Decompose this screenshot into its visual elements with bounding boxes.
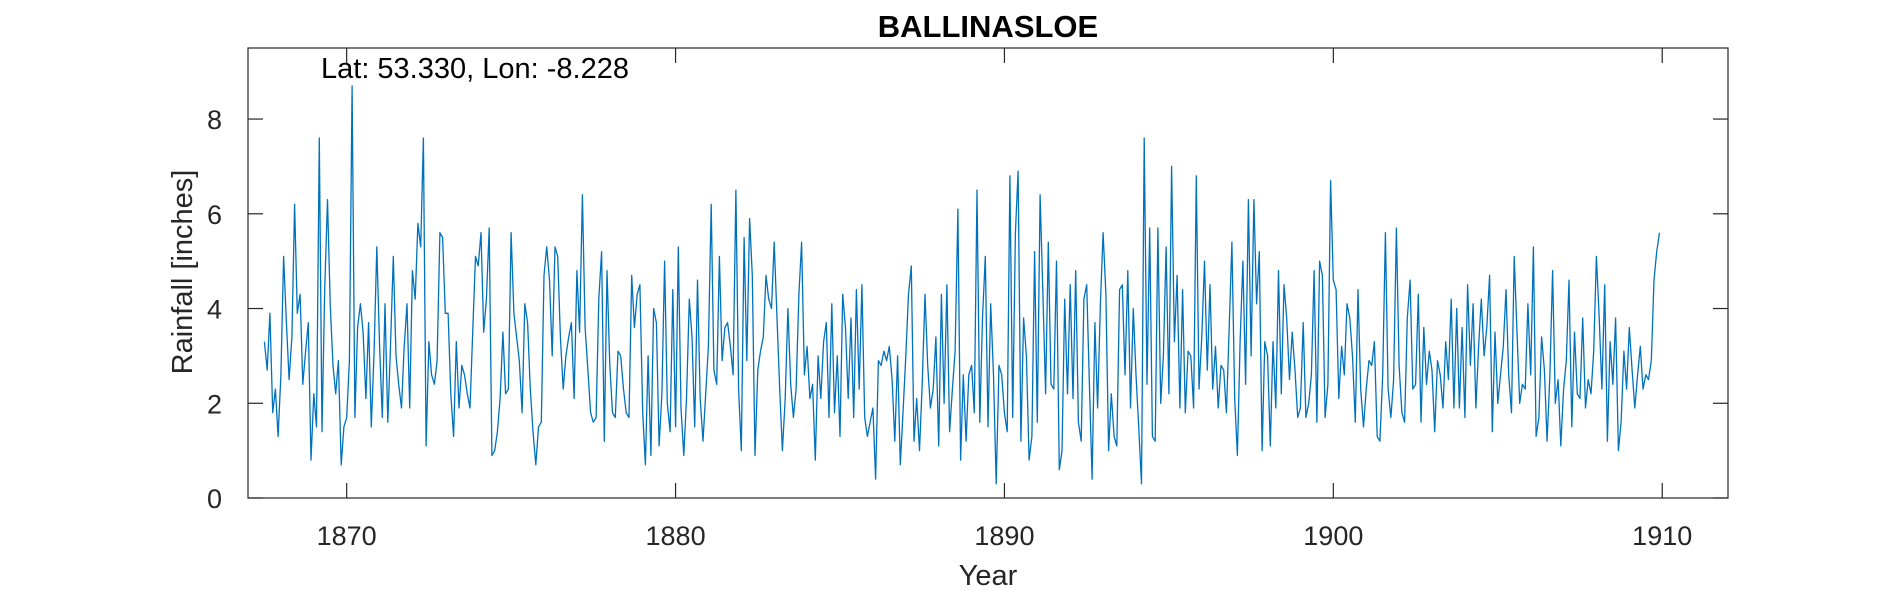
station-coordinates-annotation: Lat: 53.330, Lon: -8.228 — [321, 53, 629, 85]
plot-box — [247, 47, 1729, 499]
y-tick-label: 0 — [207, 484, 222, 514]
x-tick-label: 1880 — [646, 521, 706, 551]
x-axis-label: Year — [959, 560, 1018, 591]
x-tick-label: 1900 — [1303, 521, 1363, 551]
plot-axes: 1870 1880 1890 1900 1910 0 2 4 6 8 — [207, 47, 1729, 551]
y-tick-label: 4 — [207, 295, 222, 325]
x-tick-label: 1870 — [317, 521, 377, 551]
chart-title: BALLINASLOE — [878, 9, 1098, 44]
y-tick-label: 8 — [207, 105, 222, 135]
rainfall-series-line — [263, 85, 1661, 485]
y-axis-label: Rainfall [inches] — [167, 170, 199, 375]
y-tick-label: 6 — [207, 200, 222, 230]
x-tick-label: 1890 — [974, 521, 1034, 551]
y-tick-label: 2 — [207, 389, 222, 419]
x-tick-label: 1910 — [1632, 521, 1692, 551]
